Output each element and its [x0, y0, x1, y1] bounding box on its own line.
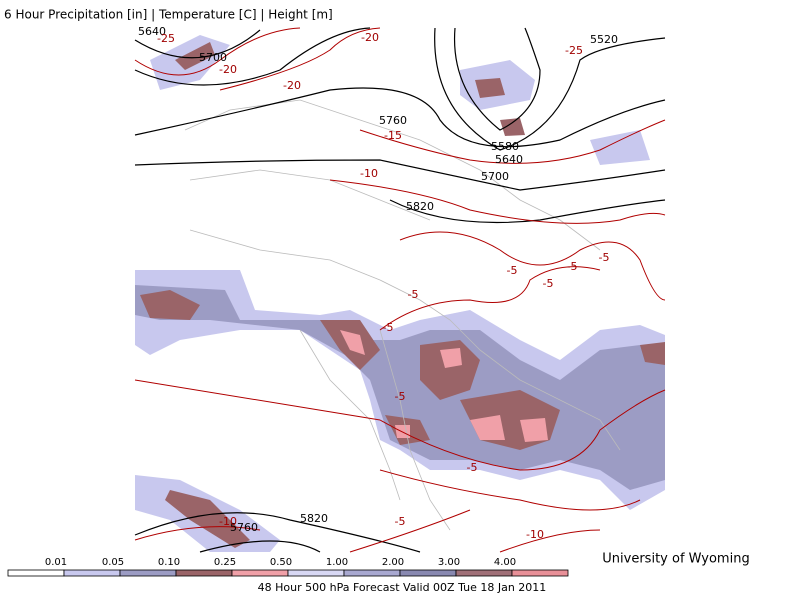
height-label: 5700: [481, 170, 509, 183]
colorbar-swatch: [511, 569, 569, 577]
height-label: 5760: [230, 521, 258, 534]
height-label: 5580: [491, 140, 519, 153]
height-label: 5760: [379, 114, 407, 127]
footer: 48 Hour 500 hPa Forecast Valid 00Z Tue 1…: [258, 581, 547, 594]
colorbar-swatch: [343, 569, 401, 577]
temperature-label: -5: [395, 515, 406, 528]
colorbar: 0.01 0.05 0.10 0.25 0.50 1.00 2.00 3.00 …: [7, 557, 569, 577]
colorbar-label: 0.50: [270, 557, 292, 568]
colorbar-label: 2.00: [382, 557, 404, 568]
temperature-label: -10: [219, 515, 237, 528]
colorbar-label: 0.25: [214, 557, 236, 568]
temperature-labels: -25 -20 -20 -20 -25 -15 -10 -5 -5 -5 -5 …: [157, 31, 609, 541]
temperature-label: -10: [526, 528, 544, 541]
credit: University of Wyoming: [602, 552, 749, 567]
colorbar-swatch: [7, 569, 65, 577]
height-label: 5640: [495, 153, 523, 166]
temperature-label: -20: [283, 79, 301, 92]
height-label: 5700: [199, 51, 227, 64]
colorbar-label: 1.00: [326, 557, 348, 568]
colorbar-label: 4.00: [494, 557, 516, 568]
temperature-label: -25: [565, 44, 583, 57]
temperature-label: -10: [360, 167, 378, 180]
height-label: 5820: [300, 512, 328, 525]
colorbar-label: 3.00: [438, 557, 460, 568]
precipitation: [135, 35, 665, 552]
colorbar-swatch: [399, 569, 457, 577]
height-label: 5520: [590, 33, 618, 46]
temperature-label: -5: [599, 251, 610, 264]
colorbar-swatch: [175, 569, 233, 577]
temperature-label: -5: [408, 288, 419, 301]
temperature-contours: [134, 27, 666, 553]
colorbar-label: 0.10: [158, 557, 180, 568]
temperature-label: -5: [567, 260, 578, 273]
temperature-label: -20: [219, 63, 237, 76]
height-label: 5640: [138, 25, 166, 38]
temperature-label: -25: [157, 32, 175, 45]
colorbar-swatch: [287, 569, 345, 577]
temperature-label: -5: [507, 264, 518, 277]
temperature-label: -15: [384, 129, 402, 142]
temperature-label: -20: [361, 31, 379, 44]
height-labels: 5640 5700 5760 5580 5640 5700 5820 5520 …: [138, 25, 618, 534]
colorbar-label: 0.05: [102, 557, 124, 568]
colorbar-label: 0.01: [45, 557, 67, 568]
colorbar-swatch: [119, 569, 177, 577]
height-label: 5820: [406, 200, 434, 213]
temperature-label: -5: [543, 277, 554, 290]
temperature-label: -5: [383, 321, 394, 334]
height-contours: [134, 27, 666, 553]
temperature-label: -5: [467, 461, 478, 474]
colorbar-swatch: [63, 569, 121, 577]
colorbar-swatch: [455, 569, 513, 577]
map: 5640 5700 5760 5580 5640 5700 5820 5520 …: [134, 25, 666, 553]
title: 6 Hour Precipitation [in] | Temperature …: [4, 8, 333, 22]
temperature-label: -5: [395, 390, 406, 403]
colorbar-swatch: [231, 569, 289, 577]
